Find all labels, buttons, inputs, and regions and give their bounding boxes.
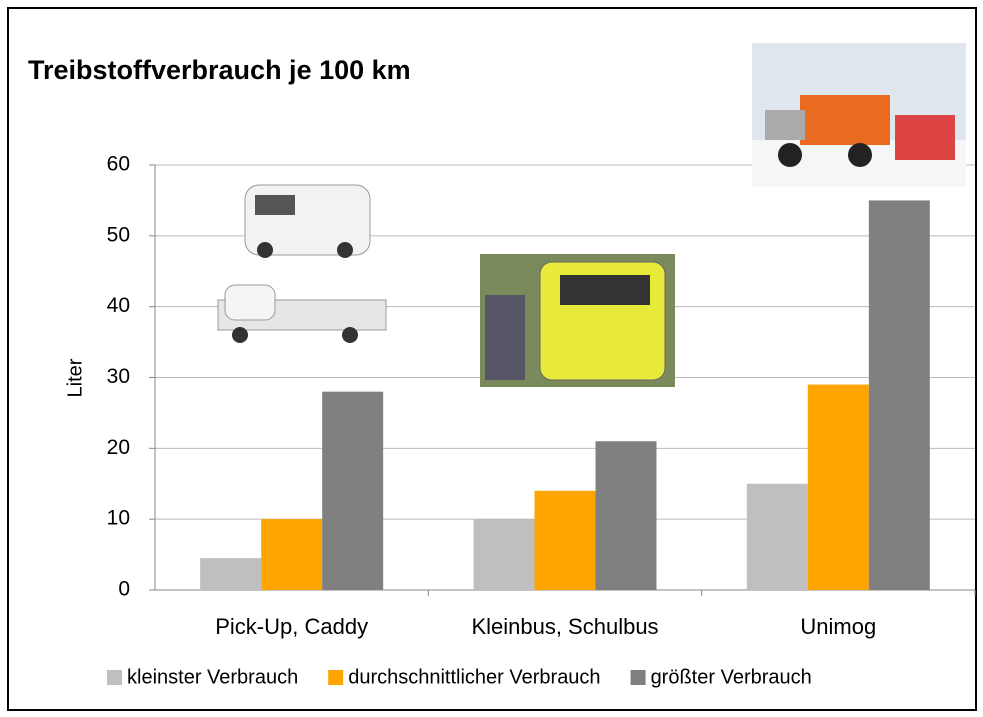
bar [261, 519, 323, 590]
chart-title: Treibstoffverbrauch je 100 km [28, 55, 411, 85]
bar [534, 490, 596, 590]
bar [473, 519, 535, 590]
y-tick-label: 40 [107, 294, 130, 317]
legend: kleinster Verbrauch durchschnittlicher Ve… [107, 666, 812, 688]
y-tick-label: 60 [107, 153, 130, 176]
legend-swatch [107, 670, 122, 685]
bar [595, 441, 657, 590]
legend-label: kleinster Verbrauch [127, 666, 298, 688]
legend-swatch [630, 670, 646, 685]
bar [868, 200, 930, 590]
bar [807, 384, 869, 590]
legend-label: größter Verbrauch [651, 666, 812, 688]
photo-pickup [217, 284, 387, 343]
legend-label: durchschnittlicher Verbrauch [348, 666, 600, 688]
x-tick-label: Unimog [800, 614, 876, 639]
y-tick-label: 30 [107, 365, 130, 388]
legend-swatch [328, 670, 344, 685]
y-axis-label: Liter [64, 358, 86, 397]
bar [746, 483, 808, 590]
y-tick-label: 20 [107, 436, 130, 459]
y-tick-label: 50 [107, 223, 130, 246]
bar [200, 558, 262, 590]
y-tick-label: 10 [107, 507, 130, 530]
x-tick-label: Pick-Up, Caddy [215, 614, 368, 639]
bar [322, 391, 384, 590]
x-tick-label: Kleinbus, Schulbus [471, 614, 658, 639]
y-tick-label: 0 [118, 578, 130, 601]
photo-bus [480, 254, 675, 387]
photo-unimog [752, 43, 966, 187]
photo-van [244, 184, 371, 258]
